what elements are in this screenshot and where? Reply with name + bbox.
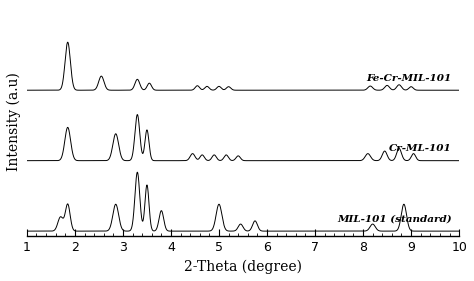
Text: MIL-101 (standard): MIL-101 (standard) — [337, 214, 452, 223]
Text: Cr-ML-101: Cr-ML-101 — [389, 144, 452, 153]
Y-axis label: Intensity (a.u): Intensity (a.u) — [7, 72, 21, 171]
Text: Fe-Cr-MIL-101: Fe-Cr-MIL-101 — [367, 74, 452, 83]
X-axis label: 2-Theta (degree): 2-Theta (degree) — [184, 260, 302, 274]
